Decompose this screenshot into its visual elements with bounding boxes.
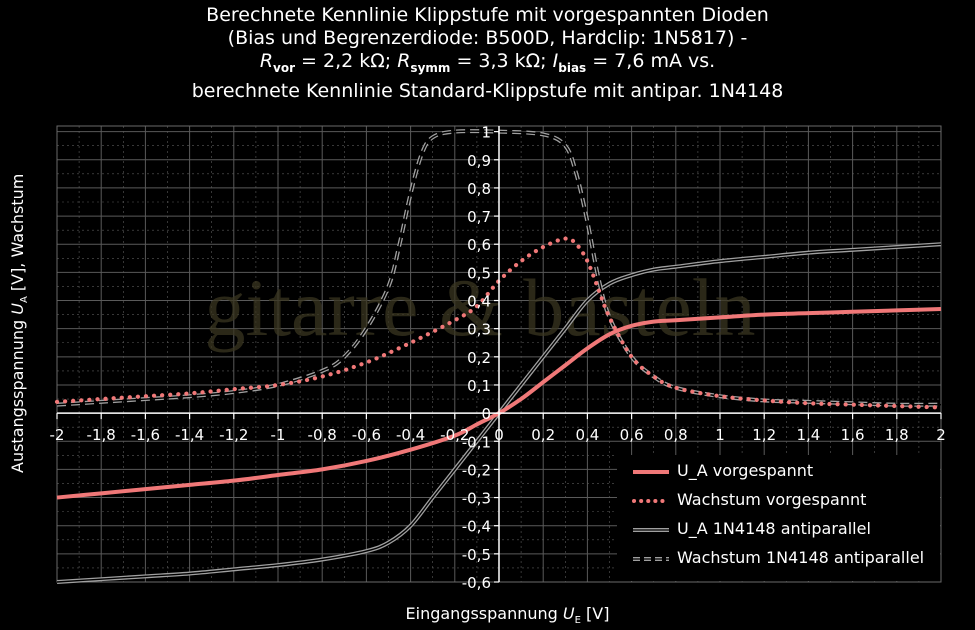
x-tick-label: 1,2 (752, 426, 776, 444)
legend-item-ua-vorgespannt: U_A vorgespannt (625, 459, 940, 485)
y-tick-label: 0 (481, 405, 491, 423)
y-tick-label: 0,3 (467, 321, 491, 339)
x-tick-label: 0,8 (664, 426, 688, 444)
legend-swatch-solid (633, 470, 669, 474)
x-tick-label: -0,8 (308, 426, 337, 444)
legend-item-wachstum-vorgespannt: Wachstum vorgespannt (625, 488, 940, 514)
y-axis-label: Austangsspannung UA [V], Wachstum (8, 173, 31, 473)
y-tick-label: 0,1 (467, 377, 491, 395)
x-tick-label: -1,4 (175, 426, 204, 444)
y-tick-label: 0,8 (467, 180, 491, 198)
x-tick-label: 1,8 (885, 426, 909, 444)
x-tick-label: 0,4 (575, 426, 599, 444)
x-tick-label: -1,6 (131, 426, 160, 444)
y-tick-label: -0,4 (462, 518, 491, 536)
y-tick-label: 0,5 (467, 264, 491, 282)
chart-title: Berechnete Kennlinie Klippstufe mit vorg… (0, 4, 975, 103)
x-tick-label: 0,2 (531, 426, 555, 444)
y-tick-label: -0,5 (462, 546, 491, 564)
tick-labels: -2 -1,8 -1,6 -1,4 -1,2 -1 -0,8 -0,6 -0,4 -0,2 0 0,2… (50, 124, 946, 592)
y-tick-label: 0,7 (467, 208, 491, 226)
x-tick-label: -0,2 (440, 426, 469, 444)
legend-label: Wachstum 1N4148 antiparallel (677, 548, 925, 567)
series-u-a-1n4148-antiparallel-inner (56, 243, 942, 583)
y-tick-label: -0,1 (462, 433, 491, 451)
y-tick-label: 1 (481, 124, 491, 142)
title-line-4: berechnete Kennlinie Standard-Klippstufe… (191, 79, 784, 102)
watermark: gitarre & basteln (204, 262, 755, 353)
legend-swatch-dashed (633, 557, 669, 561)
y-tick-label: -0,6 (462, 574, 491, 592)
legend-swatch-double (633, 528, 669, 532)
y-tick-label: 0,6 (467, 236, 491, 254)
x-tick-label: 1 (715, 426, 725, 444)
legend: U_A vorgespannt Wachstum vorgespannt U_A… (617, 455, 940, 581)
x-tick-label: 1,6 (841, 426, 865, 444)
x-tick-label: 2 (936, 426, 946, 444)
x-tick-label: 0,6 (620, 426, 644, 444)
legend-label: U_A 1N4148 antiparallel (677, 519, 871, 538)
axes (56, 126, 942, 583)
legend-item-ua-1n4148: U_A 1N4148 antiparallel (625, 517, 940, 543)
title-line-3: Rvor = 2,2 kΩ; Rsymm = 3,3 kΩ; Ibias = 7… (259, 50, 716, 75)
title-line-1: Berechnete Kennlinie Klippstufe mit vorg… (206, 4, 769, 26)
series-u-a-vorgespannt (56, 306, 942, 500)
x-axis-label: Eingangsspannung UE [V] (405, 604, 610, 627)
x-tick-label: -1,8 (87, 426, 116, 444)
y-tick-label: -0,2 (462, 461, 491, 479)
y-tick-label: 0,9 (467, 152, 491, 170)
legend-swatch-dotted (632, 499, 671, 503)
y-tick-label: -0,3 (462, 490, 491, 508)
x-tick-label: -0,6 (352, 426, 381, 444)
x-tick-label: -1 (271, 426, 286, 444)
x-tick-label: -0,4 (396, 426, 425, 444)
legend-label: U_A vorgespannt (677, 461, 814, 480)
y-tick-label: 0,2 (467, 349, 491, 367)
title-line-2: (Bias und Begrenzerdiode: B500D, Hardcli… (227, 27, 748, 49)
x-tick-label: 0 (494, 426, 504, 444)
series-wachstum-vorgespannt (54, 236, 944, 410)
x-tick-label: -2 (50, 426, 65, 444)
y-tick-label: 0,4 (467, 293, 491, 311)
legend-item-wachstum-1n4148: Wachstum 1N4148 antiparallel (625, 546, 940, 572)
legend-label: Wachstum vorgespannt (677, 490, 867, 509)
x-tick-label: 1,4 (796, 426, 820, 444)
x-tick-label: -1,2 (219, 426, 248, 444)
